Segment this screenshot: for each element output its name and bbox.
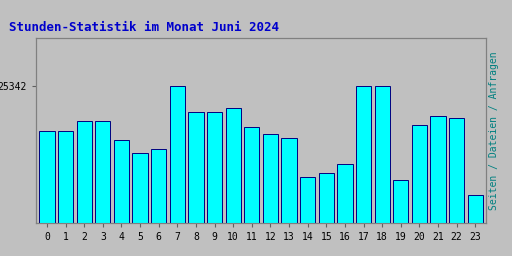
Bar	[95, 121, 111, 256]
Bar	[151, 149, 166, 256]
Bar	[467, 195, 483, 256]
Bar	[337, 164, 353, 256]
Bar	[449, 118, 464, 256]
Bar	[169, 86, 185, 256]
Bar	[431, 116, 445, 256]
Bar	[226, 109, 241, 256]
Bar	[356, 86, 371, 256]
Bar	[77, 121, 92, 256]
Bar	[114, 140, 129, 256]
Bar	[282, 138, 296, 256]
Bar	[393, 180, 409, 256]
Bar	[207, 112, 222, 256]
Bar	[39, 131, 55, 256]
Bar	[412, 125, 427, 256]
Bar	[58, 131, 73, 256]
Text: Stunden-Statistik im Monat Juni 2024: Stunden-Statistik im Monat Juni 2024	[9, 22, 279, 35]
Bar	[188, 112, 204, 256]
Bar	[318, 173, 334, 256]
Bar	[133, 153, 148, 256]
Bar	[300, 177, 315, 256]
Bar	[263, 134, 278, 256]
Bar	[374, 86, 390, 256]
Bar	[244, 127, 260, 256]
Y-axis label: Seiten / Dateien / Anfragen: Seiten / Dateien / Anfragen	[489, 51, 499, 210]
